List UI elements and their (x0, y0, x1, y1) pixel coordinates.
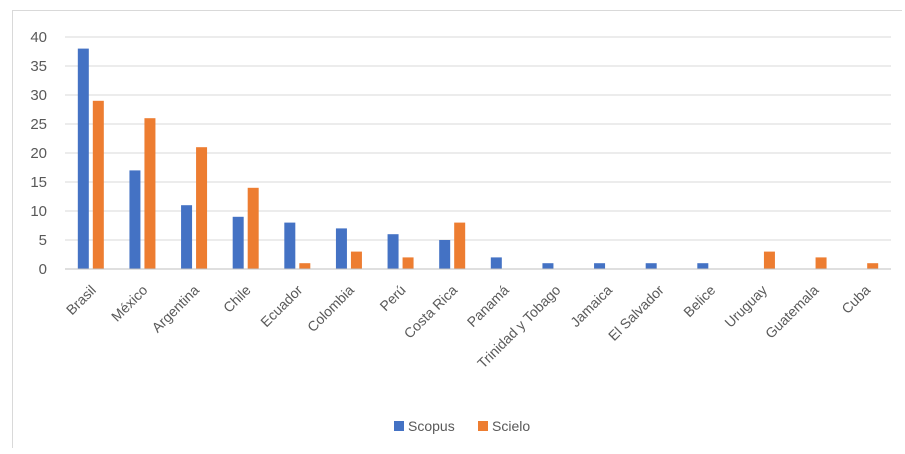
bar-scopus-5 (335, 228, 347, 269)
x-tick-label: Argentina (148, 282, 202, 336)
bar-scopus-10 (594, 263, 606, 269)
y-tick-label: 15 (30, 174, 47, 191)
x-tick-label: Guatemala (762, 282, 822, 342)
x-tick-label: Chile (220, 282, 254, 316)
bar-scopus-12 (697, 263, 709, 269)
bar-scopus-1 (129, 170, 141, 269)
legend-label-scopus: Scopus (408, 418, 455, 434)
x-tick-label: El Salvador (605, 282, 667, 344)
x-tick-label: Perú (376, 282, 408, 314)
bars (77, 48, 879, 269)
x-tick-label: Jamaica (567, 282, 615, 330)
x-tick-label: Uruguay (721, 282, 770, 331)
y-tick-label: 40 (30, 29, 47, 46)
y-tick-label: 5 (39, 232, 47, 249)
y-tick-label: 20 (30, 145, 47, 162)
legend-swatch-scopus (394, 421, 404, 431)
bar-scielo-14 (815, 257, 827, 269)
legend: Scopus Scielo (394, 418, 530, 434)
x-tick-label: Colombia (304, 282, 357, 335)
x-tick-label: Brasil (63, 282, 99, 318)
bar-scielo-4 (299, 263, 311, 269)
bar-scielo-2 (196, 147, 208, 269)
y-tick-label: 25 (30, 116, 47, 133)
x-tick-label: Ecuador (257, 282, 305, 330)
bar-scopus-0 (77, 48, 89, 269)
bar-scielo-1 (144, 118, 156, 269)
bar-scopus-9 (542, 263, 554, 269)
y-axis-ticks: 0 5 10 15 20 25 30 35 40 (30, 29, 47, 278)
bar-scopus-4 (284, 222, 296, 269)
y-tick-label: 35 (30, 58, 47, 75)
bar-scielo-13 (763, 251, 775, 269)
x-tick-label: Belice (680, 282, 718, 320)
bar-scopus-8 (490, 257, 502, 269)
x-tick-label: México (108, 282, 151, 325)
chart-frame: 0 5 10 15 20 25 30 35 40 Brasil México Argentina Ch… (12, 10, 902, 448)
bar-scopus-3 (232, 216, 244, 269)
x-tick-label: Cuba (838, 282, 873, 317)
bar-scielo-0 (92, 100, 104, 269)
bar-scopus-6 (387, 234, 399, 269)
bar-scielo-3 (247, 187, 259, 269)
bar-scielo-7 (454, 222, 466, 269)
x-tick-label: Panamá (464, 282, 512, 330)
bar-scopus-2 (181, 205, 193, 269)
bar-scopus-7 (439, 240, 451, 269)
bar-scielo-5 (350, 251, 362, 269)
legend-label-scielo: Scielo (492, 418, 530, 434)
y-tick-label: 0 (39, 261, 47, 278)
y-tick-label: 10 (30, 203, 47, 220)
x-tick-label: Costa Rica (401, 282, 461, 342)
bar-scielo-15 (867, 263, 879, 269)
bar-scielo-6 (402, 257, 414, 269)
legend-swatch-scielo (478, 421, 488, 431)
bar-scopus-11 (645, 263, 657, 269)
y-tick-label: 30 (30, 87, 47, 104)
